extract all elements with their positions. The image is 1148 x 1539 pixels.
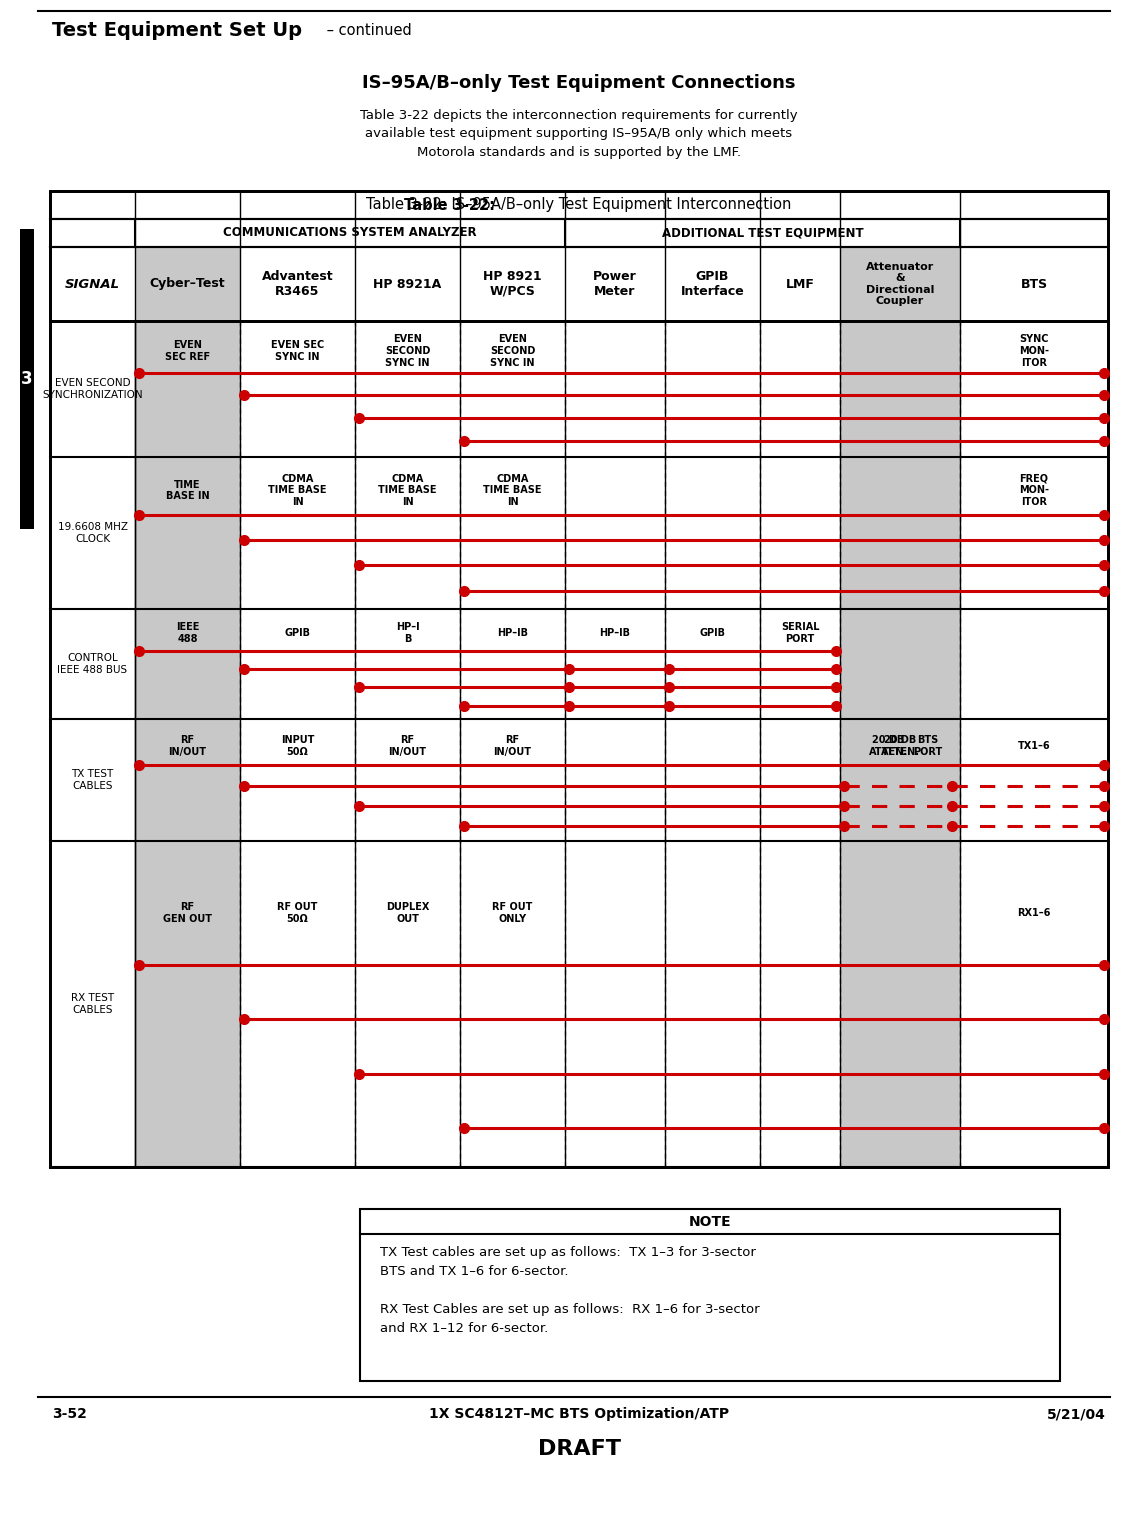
Bar: [840, 246, 960, 1167]
Text: Power
Meter: Power Meter: [594, 269, 637, 299]
Text: 1X SC4812T–MC BTS Optimization/ATP: 1X SC4812T–MC BTS Optimization/ATP: [429, 1407, 729, 1420]
Text: Table 3-22 depicts the interconnection requirements for currently
available test: Table 3-22 depicts the interconnection r…: [360, 109, 798, 159]
Text: Table 3-22:: Table 3-22:: [404, 197, 495, 212]
Text: RF
IN/OUT: RF IN/OUT: [169, 736, 207, 757]
Text: DRAFT: DRAFT: [537, 1439, 621, 1459]
Text: – continued: – continued: [321, 23, 412, 38]
Text: IS–95A/B–only Test Equipment Connections: IS–95A/B–only Test Equipment Connections: [363, 74, 796, 92]
Bar: [135, 246, 240, 1167]
Text: EVEN
SEC REF: EVEN SEC REF: [165, 340, 210, 362]
Text: 3: 3: [21, 369, 33, 388]
Text: EVEN SECOND
SYNCHRONIZATION: EVEN SECOND SYNCHRONIZATION: [42, 379, 142, 400]
Text: Advantest
R3465: Advantest R3465: [262, 269, 333, 299]
Text: 20 DB
ATTEN.: 20 DB ATTEN.: [869, 736, 908, 757]
Bar: [360, 1210, 1060, 1380]
Bar: [20, 229, 34, 529]
Text: DUPLEX
OUT: DUPLEX OUT: [386, 902, 429, 923]
Text: CONTROL
IEEE 488 BUS: CONTROL IEEE 488 BUS: [57, 653, 127, 674]
Text: LMF: LMF: [785, 277, 814, 291]
Text: RF OUT
ONLY: RF OUT ONLY: [492, 902, 533, 923]
Bar: [51, 191, 1108, 1167]
Text: ADDITIONAL TEST EQUIPMENT: ADDITIONAL TEST EQUIPMENT: [661, 226, 863, 240]
Text: HP–IB: HP–IB: [599, 628, 630, 639]
Text: CDMA
TIME BASE
IN: CDMA TIME BASE IN: [269, 474, 327, 506]
Text: TX1–6: TX1–6: [1017, 740, 1050, 751]
Text: IEEE
488: IEEE 488: [176, 622, 200, 643]
Text: Test Equipment Set Up: Test Equipment Set Up: [52, 22, 302, 40]
Text: 19.6608 MHZ
CLOCK: 19.6608 MHZ CLOCK: [57, 522, 127, 543]
Text: Table 3-22: IS–95A/B–only Test Equipment Interconnection: Table 3-22: IS–95A/B–only Test Equipment…: [366, 197, 792, 212]
Text: CDMA
TIME BASE
IN: CDMA TIME BASE IN: [378, 474, 436, 506]
Text: HP–IB: HP–IB: [497, 628, 528, 639]
Text: EVEN
SECOND
SYNC IN: EVEN SECOND SYNC IN: [490, 334, 535, 368]
Text: SYNC
MON-
ITOR: SYNC MON- ITOR: [1019, 334, 1049, 368]
Text: CDMA
TIME BASE
IN: CDMA TIME BASE IN: [483, 474, 542, 506]
Text: SERIAL
PORT: SERIAL PORT: [781, 622, 820, 643]
Text: BTS
PORT: BTS PORT: [914, 736, 943, 757]
Text: HP 8921
W/PCS: HP 8921 W/PCS: [483, 269, 542, 299]
Text: Attenuator
&
Directional
Coupler: Attenuator & Directional Coupler: [866, 262, 934, 306]
Text: 20 DB
ATTEN.: 20 DB ATTEN.: [881, 736, 920, 757]
Text: GPIB: GPIB: [699, 628, 726, 639]
Text: RF OUT
50Ω: RF OUT 50Ω: [278, 902, 318, 923]
Text: TIME
BASE IN: TIME BASE IN: [165, 480, 209, 502]
Text: TX TEST
CABLES: TX TEST CABLES: [71, 770, 114, 791]
Text: COMMUNICATIONS SYSTEM ANALYZER: COMMUNICATIONS SYSTEM ANALYZER: [223, 226, 476, 240]
Text: HP 8921A: HP 8921A: [373, 277, 442, 291]
Text: 5/21/04: 5/21/04: [1047, 1407, 1106, 1420]
Text: TX Test cables are set up as follows:  TX 1–3 for 3-sector
BTS and TX 1–6 for 6-: TX Test cables are set up as follows: TX…: [380, 1247, 760, 1334]
Text: RX TEST
CABLES: RX TEST CABLES: [71, 993, 114, 1014]
Text: NOTE: NOTE: [689, 1214, 731, 1228]
Text: EVEN
SECOND
SYNC IN: EVEN SECOND SYNC IN: [385, 334, 430, 368]
Text: FREQ
MON-
ITOR: FREQ MON- ITOR: [1019, 474, 1049, 506]
Text: GPIB
Interface: GPIB Interface: [681, 269, 744, 299]
Text: BTS: BTS: [1021, 277, 1048, 291]
Text: SIGNAL: SIGNAL: [65, 277, 121, 291]
Text: RF
IN/OUT: RF IN/OUT: [494, 736, 532, 757]
Text: INPUT
50Ω: INPUT 50Ω: [281, 736, 315, 757]
Text: RF
IN/OUT: RF IN/OUT: [388, 736, 427, 757]
Text: HP–I
B: HP–I B: [396, 622, 419, 643]
Text: RF
GEN OUT: RF GEN OUT: [163, 902, 212, 923]
Text: EVEN SEC
SYNC IN: EVEN SEC SYNC IN: [271, 340, 324, 362]
Text: GPIB: GPIB: [285, 628, 310, 639]
Text: RX1–6: RX1–6: [1017, 908, 1050, 917]
Bar: [51, 191, 1108, 1167]
Text: Cyber–Test: Cyber–Test: [149, 277, 225, 291]
Text: 3-52: 3-52: [52, 1407, 87, 1420]
